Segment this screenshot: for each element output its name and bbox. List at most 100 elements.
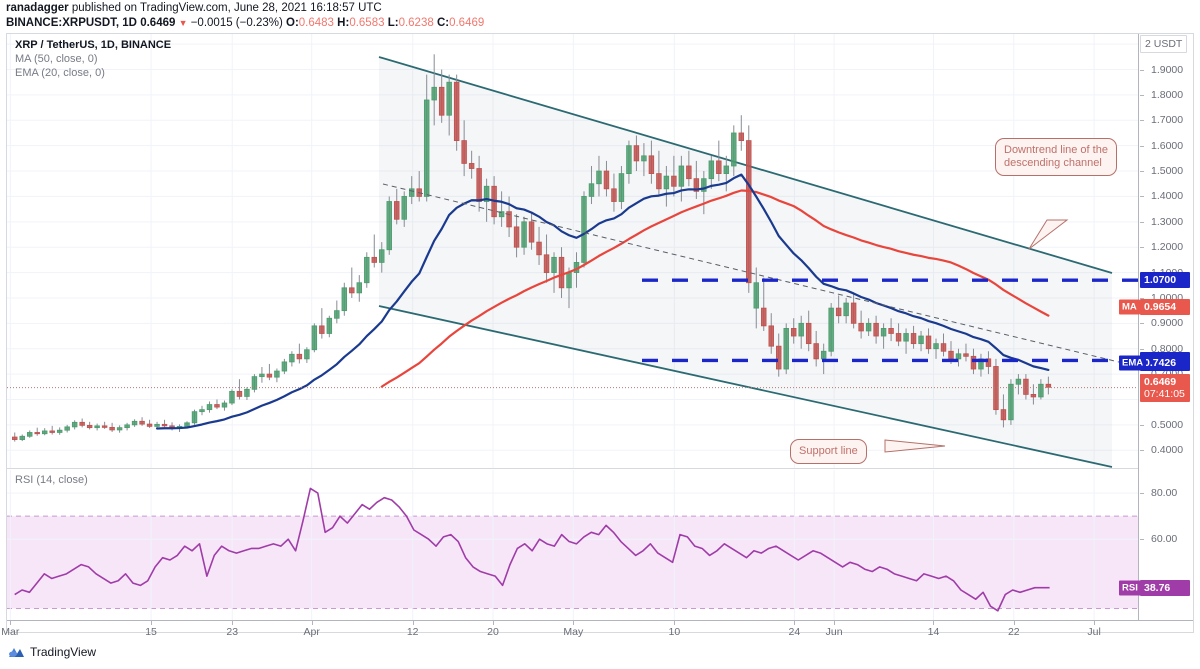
high-label: H: <box>337 17 350 29</box>
candle-body <box>536 241 542 256</box>
candle-body <box>506 211 512 228</box>
candle-body <box>873 322 879 337</box>
candle-body <box>341 287 348 312</box>
candle-body <box>671 175 677 187</box>
time-axis-tick <box>1094 621 1096 625</box>
candle-body <box>461 140 467 164</box>
candle-body <box>349 287 355 294</box>
rsi-axis-tick <box>1140 539 1144 541</box>
rsi-pane[interactable]: RSI (14, close) <box>7 470 1138 620</box>
candle-body <box>41 430 48 435</box>
tradingview-logo-icon <box>8 646 25 659</box>
candle-body <box>895 333 902 342</box>
candle-body <box>835 307 842 317</box>
candle-body <box>963 353 969 357</box>
price-axis-tick <box>1140 424 1144 426</box>
candle-body <box>933 343 939 350</box>
candle-body <box>813 343 819 360</box>
candle-body <box>1023 378 1029 395</box>
time-axis-tick <box>10 621 12 625</box>
candle-body <box>551 256 557 273</box>
time-axis-label: 20 <box>487 626 499 638</box>
rsi-band-fill <box>7 516 1138 609</box>
candle-body <box>131 420 138 426</box>
price-axis-tick <box>1140 450 1144 452</box>
price-tag-level-1[interactable]: 1.0700 <box>1140 272 1190 289</box>
candle-body <box>1015 378 1022 385</box>
price-tag-last-price[interactable]: 0.6469 07:41:05 <box>1140 373 1190 402</box>
chart-frame[interactable]: XRP / TetherUS, 1D, BINANCE MA (50, clos… <box>1 33 1194 638</box>
price-axis[interactable]: 2 USDT 1.9000 1.8000 1.7000 1.6000 1.5000 1.40… <box>1119 34 1193 620</box>
candle-body <box>154 423 160 427</box>
price-axis-tick <box>1140 196 1144 198</box>
quote-line: BINANCE:XRPUSDT, 1D 0.6469 ▼ −0.0015 (−0… <box>6 17 484 29</box>
candle-body <box>356 282 363 294</box>
candle-body <box>251 376 258 390</box>
candle-body <box>101 425 108 428</box>
time-axis-label: 12 <box>406 626 419 638</box>
candle-body <box>723 165 730 174</box>
price-axis-tick <box>1140 323 1144 325</box>
candle-body <box>394 201 400 220</box>
candle-body <box>56 429 63 433</box>
price-axis-tick <box>1140 297 1144 299</box>
candle-body <box>633 145 640 162</box>
candle-body <box>850 302 857 324</box>
time-axis[interactable]: Mar 15 23 Apr 12 20 May 10 24 Jun 14 22 Jul <box>1 621 1193 645</box>
candle-body <box>776 345 782 370</box>
candle-body <box>678 165 685 187</box>
candle-body <box>903 333 909 342</box>
low-label: L: <box>387 17 399 29</box>
rsi-plot[interactable] <box>7 470 1138 620</box>
time-axis-tick <box>412 621 414 625</box>
candle-body <box>446 81 452 116</box>
candle-body <box>19 435 25 440</box>
price-candlestick-plot[interactable] <box>7 34 1138 468</box>
time-axis-tick <box>232 621 234 625</box>
candle-body <box>161 423 168 427</box>
time-axis-tick <box>834 621 836 625</box>
candle-body <box>476 168 482 202</box>
legend-ema: EMA (20, close, 0) <box>15 67 105 79</box>
downtrend-callout[interactable]: Downtrend line of the descending channel <box>995 138 1117 176</box>
price-tag-ma-tag[interactable]: 0.9654 <box>1140 298 1190 315</box>
candle-body <box>326 317 333 334</box>
time-axis-label: 10 <box>668 626 681 638</box>
candle-body <box>468 163 475 169</box>
candle-body <box>716 160 722 174</box>
price-pane[interactable]: XRP / TetherUS, 1D, BINANCE MA (50, clos… <box>7 34 1138 468</box>
candle-body <box>199 409 205 413</box>
candle-body <box>79 421 85 426</box>
candle-body <box>438 86 445 116</box>
time-axis-label: 22 <box>1007 626 1020 638</box>
price-axis-tick <box>1140 69 1144 71</box>
rsi-value-tag[interactable]: 38.76 <box>1140 580 1190 597</box>
candle-body <box>334 310 340 319</box>
candle-body <box>663 175 670 190</box>
support-callout-pointer <box>884 439 946 453</box>
candle-body <box>139 420 145 425</box>
candle-body <box>386 201 392 251</box>
candle-body <box>761 307 767 327</box>
time-axis-label: 14 <box>927 626 940 638</box>
price-axis-divider <box>1138 34 1139 620</box>
ma-50-line <box>380 189 1050 388</box>
published-text: published on TradingView.com, June 28, 2… <box>71 2 382 14</box>
open-label: O: <box>286 17 299 29</box>
price-axis-tick <box>1140 145 1144 147</box>
time-axis-tick <box>933 621 935 625</box>
support-callout[interactable]: Support line <box>790 439 867 464</box>
author-name: ranadagger <box>6 2 69 14</box>
time-axis-tick <box>1013 621 1015 625</box>
price-tag-ema-tag[interactable]: 0.7426 <box>1140 355 1190 372</box>
price-axis-tick <box>1140 221 1144 223</box>
candle-body <box>843 302 849 317</box>
candle-body <box>596 170 602 185</box>
symbol-interval: BINANCE:XRPUSDT, 1D <box>6 17 137 29</box>
candle-body <box>401 196 407 220</box>
ema-20-line <box>155 173 1050 430</box>
candle-body <box>1030 393 1037 398</box>
candle-body <box>790 328 797 337</box>
candle-body <box>229 390 235 404</box>
candle-body <box>64 426 70 431</box>
